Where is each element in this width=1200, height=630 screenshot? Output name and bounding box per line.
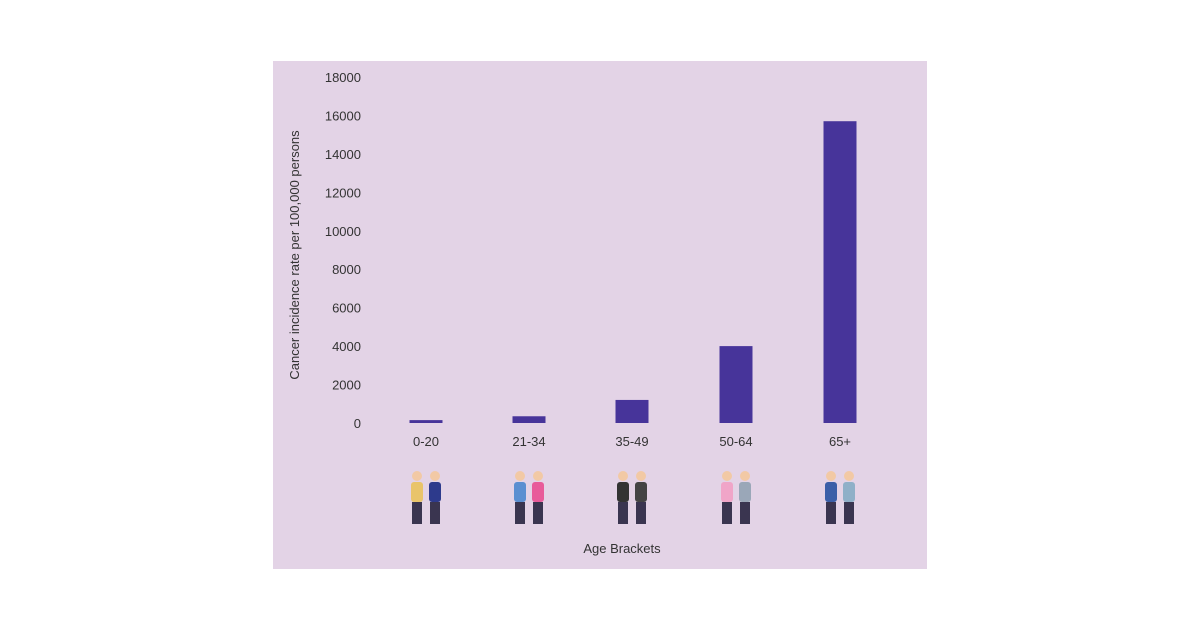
y-axis-ticks: 0 2000 4000 6000 8000 10000 12000 14000 16000 180… xyxy=(325,70,361,431)
y-tick-label: 18000 xyxy=(325,70,361,85)
y-tick-label: 2000 xyxy=(332,378,361,393)
bars xyxy=(409,121,857,423)
bar-65+ xyxy=(823,121,857,423)
x-tick-label: 0-20 xyxy=(413,434,439,449)
bar-0-20 xyxy=(409,420,443,423)
bar-21-34 xyxy=(512,416,546,423)
x-axis-label: Age Brackets xyxy=(583,541,661,556)
x-tick-label: 35-49 xyxy=(615,434,648,449)
category-icons xyxy=(411,471,855,524)
y-tick-label: 6000 xyxy=(332,301,361,316)
y-tick-label: 16000 xyxy=(325,108,361,123)
elderly-couple-icon xyxy=(825,471,855,524)
y-tick-label: 14000 xyxy=(325,147,361,162)
y-tick-label: 0 xyxy=(354,416,361,431)
y-tick-label: 10000 xyxy=(325,224,361,239)
bar-50-64 xyxy=(719,346,753,423)
middle-aged-couple-icon xyxy=(721,471,751,524)
y-tick-label: 8000 xyxy=(332,262,361,277)
children-icon xyxy=(411,471,441,524)
young-adults-icon xyxy=(514,471,544,524)
chart-panel xyxy=(273,61,927,569)
bar-35-49 xyxy=(615,399,649,423)
x-tick-label: 50-64 xyxy=(719,434,752,449)
y-tick-label: 12000 xyxy=(325,185,361,200)
y-tick-label: 4000 xyxy=(332,339,361,354)
y-axis-label: Cancer incidence rate per 100,000 person… xyxy=(287,130,302,380)
business-people-icon xyxy=(617,471,647,524)
x-axis-ticks: 0-20 21-34 35-49 50-64 65+ xyxy=(413,434,851,449)
x-tick-label: 21-34 xyxy=(512,434,545,449)
x-tick-label: 65+ xyxy=(829,434,851,449)
